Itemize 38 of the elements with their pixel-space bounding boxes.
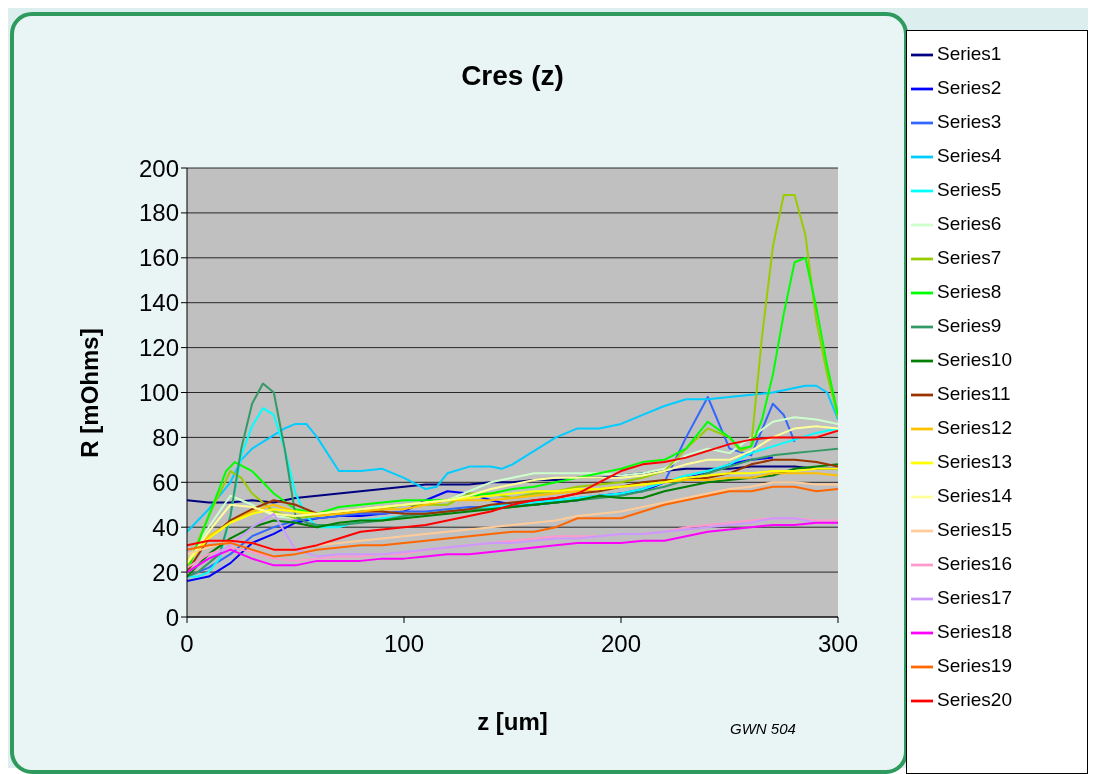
legend-label: Series18 [937,621,1012,642]
y-tick-label: 100 [138,379,179,407]
legend-label: Series9 [937,315,1002,336]
x-tick-label: 200 [600,630,642,658]
legend-label: Series7 [937,247,1002,268]
legend-label: Series12 [937,417,1012,438]
legend-label: Series3 [937,111,1002,132]
legend-label: Series19 [937,655,1012,676]
y-tick-label: 20 [152,558,179,586]
legend-label: Series13 [937,451,1012,472]
x-axis-title: z [um] [477,708,548,735]
text: GWN 504 [730,720,796,737]
x-tick-label: 100 [383,630,425,658]
legend-label: Series16 [937,553,1012,574]
legend-label: Series5 [937,179,1002,200]
chart-title: Cres (z) [460,60,565,92]
x-tick-label: 300 [817,630,859,658]
legend-label: Series10 [937,349,1012,370]
y-tick-label: 80 [152,423,179,451]
legend-label: Series8 [937,281,1002,302]
y-axis-title: R [mOhms] [76,328,104,458]
legend-label: Series14 [937,485,1012,506]
legend-label: Series11 [937,383,1011,404]
legend-label: Series20 [937,689,1012,710]
y-tick-label: 120 [138,334,179,362]
legend-label: Series1 [937,43,1002,64]
y-tick-label: 200 [138,154,179,182]
y-tick-label: 0 [165,603,179,631]
y-tick-label: 140 [138,289,179,317]
legend-label: Series2 [937,77,1002,98]
legend-label: Series15 [937,519,1012,540]
y-tick-label: 160 [138,244,179,272]
legend-label: Series4 [937,145,1002,166]
legend-label: Series6 [937,213,1002,234]
y-tick-label: 40 [152,513,179,541]
y-tick-label: 60 [152,468,179,496]
y-tick-label: 180 [138,199,179,227]
legend-label: Series17 [937,587,1012,608]
